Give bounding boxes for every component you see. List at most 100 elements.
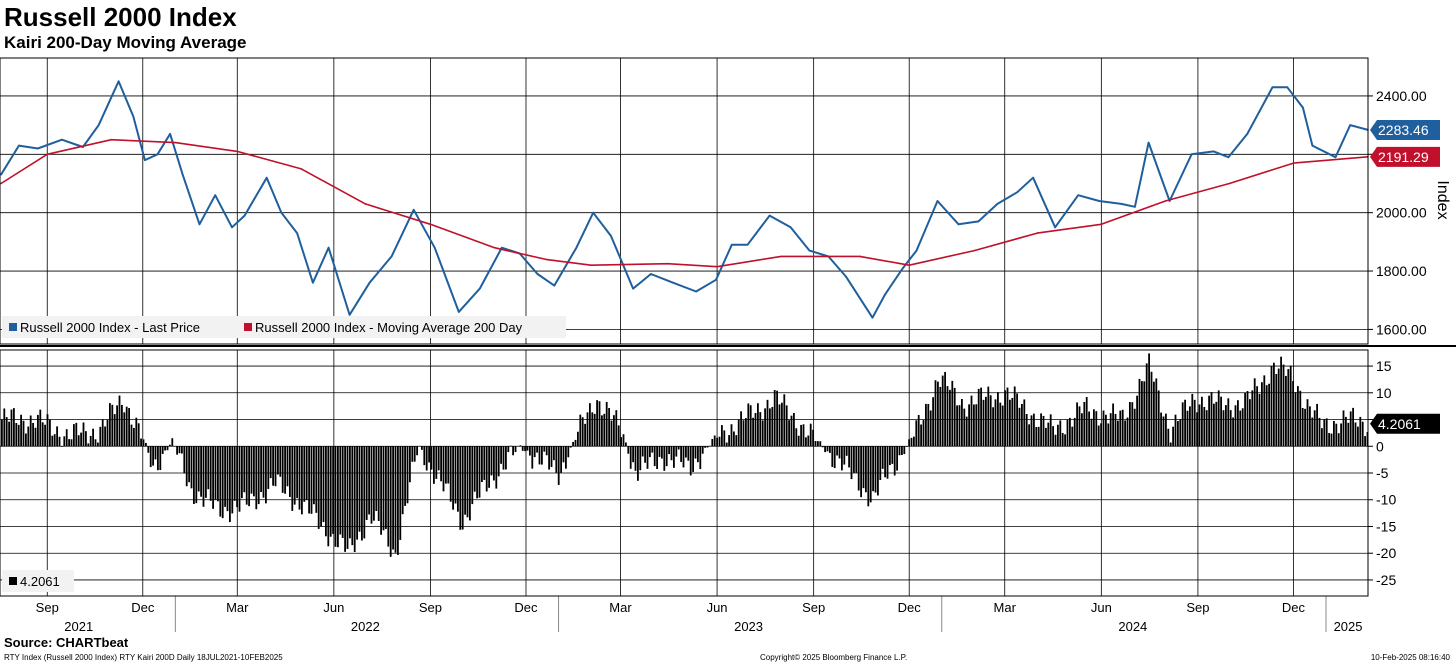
price-y-axis-title: Index bbox=[1434, 180, 1451, 219]
kairi-bar bbox=[1138, 378, 1141, 447]
ma200-point bbox=[110, 138, 113, 141]
kairi-bar bbox=[382, 446, 385, 531]
price-point bbox=[368, 281, 371, 284]
kairi-bar bbox=[495, 446, 498, 489]
kairi-bar bbox=[173, 445, 176, 447]
kairi-bar bbox=[1153, 381, 1155, 447]
price-point bbox=[231, 226, 233, 229]
kairi-bar bbox=[1172, 426, 1174, 447]
kairi-bar bbox=[29, 415, 32, 447]
kairi-bar bbox=[1121, 409, 1124, 447]
kairi-bar bbox=[152, 446, 154, 466]
kairi-ytick-label: -10 bbox=[1376, 492, 1396, 508]
kairi-bar bbox=[730, 424, 733, 447]
kairi-bar bbox=[737, 419, 740, 447]
kairi-bar bbox=[253, 446, 255, 497]
price-point bbox=[1212, 150, 1215, 153]
kairi-bar bbox=[380, 446, 382, 535]
kairi-bar bbox=[805, 437, 807, 447]
kairi-bar bbox=[488, 446, 490, 488]
kairi-bar bbox=[1330, 433, 1333, 447]
kairi-bar bbox=[910, 437, 913, 447]
kairi-bar bbox=[1340, 423, 1342, 447]
ma200-point bbox=[590, 264, 592, 267]
kairi-bar bbox=[188, 446, 190, 483]
kairi-bar bbox=[1234, 405, 1237, 447]
kairi-bar bbox=[1112, 403, 1114, 447]
kairi-bar bbox=[877, 446, 879, 496]
kairi-bar bbox=[277, 446, 279, 475]
kairi-bar bbox=[620, 437, 622, 447]
price-point bbox=[390, 255, 393, 258]
kairi-bar bbox=[1213, 403, 1215, 447]
kairi-bar bbox=[665, 446, 668, 467]
kairi-bar bbox=[425, 446, 428, 471]
kairi-bar bbox=[269, 446, 272, 479]
price-point bbox=[478, 287, 481, 290]
kairi-bar bbox=[1025, 413, 1028, 447]
kairi-bar bbox=[1273, 362, 1275, 447]
kairi-bar bbox=[473, 446, 476, 492]
kairi-bar bbox=[903, 446, 906, 455]
kairi-bar bbox=[116, 405, 118, 447]
kairi-bar bbox=[747, 403, 750, 447]
kairi-bar bbox=[20, 414, 22, 447]
kairi-bar bbox=[1076, 402, 1078, 447]
kairi-bar bbox=[435, 446, 438, 479]
kairi-bar bbox=[929, 410, 932, 447]
kairi-bar bbox=[778, 404, 781, 447]
kairi-bar bbox=[334, 446, 337, 547]
kairi-bar bbox=[845, 446, 848, 456]
kairi-bar bbox=[101, 419, 104, 447]
kairi-bar bbox=[1052, 426, 1054, 447]
kairi-bar bbox=[567, 446, 570, 458]
kairi-bar bbox=[85, 431, 87, 447]
kairi-bar bbox=[248, 446, 250, 507]
kairi-bar bbox=[1066, 419, 1069, 447]
kairi-bar bbox=[505, 446, 507, 470]
kairi-bar bbox=[1095, 411, 1098, 447]
kairi-bar bbox=[1085, 397, 1088, 447]
kairi-bar bbox=[740, 411, 742, 447]
x-month-label: Mar bbox=[609, 600, 632, 615]
kairi-bar bbox=[87, 443, 90, 447]
kairi-bar bbox=[37, 414, 39, 447]
kairi-bar bbox=[1198, 404, 1201, 447]
kairi-bar bbox=[1203, 407, 1206, 447]
kairi-bar bbox=[507, 446, 510, 453]
kairi-bar bbox=[802, 424, 805, 447]
legend-kairi-label: 4.2061 bbox=[20, 574, 60, 589]
price-point bbox=[457, 311, 460, 313]
kairi-bar bbox=[447, 446, 450, 484]
kairi-bar bbox=[653, 446, 656, 467]
kairi-bar bbox=[951, 380, 954, 447]
kairi-bar bbox=[385, 446, 387, 529]
kairi-bar bbox=[893, 446, 896, 476]
kairi-bar bbox=[416, 446, 418, 456]
kairi-bar bbox=[646, 446, 649, 469]
kairi-bar bbox=[1227, 398, 1230, 447]
x-year-label: 2024 bbox=[1118, 619, 1147, 632]
kairi-bar bbox=[591, 412, 594, 447]
kairi-bar bbox=[301, 446, 303, 515]
kairi-bar bbox=[509, 445, 512, 447]
kairi-bar bbox=[1028, 424, 1030, 447]
kairi-bar bbox=[1232, 417, 1234, 447]
kairi-bar bbox=[862, 446, 865, 489]
kairi-bar bbox=[687, 446, 690, 461]
ma200-point bbox=[545, 258, 547, 261]
kairi-bar bbox=[212, 446, 214, 509]
kairi-bar bbox=[327, 446, 330, 547]
kairi-bar bbox=[58, 436, 61, 447]
kairi-bar bbox=[1160, 412, 1162, 447]
kairi-bar bbox=[281, 446, 284, 493]
kairi-bar bbox=[65, 429, 68, 447]
kairi-bar bbox=[562, 446, 565, 463]
kairi-bar bbox=[1251, 390, 1254, 447]
kairi-bar bbox=[1124, 420, 1126, 447]
kairi-bar bbox=[776, 390, 778, 447]
kairi-bar bbox=[428, 446, 430, 463]
kairi-bar bbox=[1119, 410, 1122, 447]
kairi-bar bbox=[754, 413, 757, 447]
source-note: Source: CHARTbeat bbox=[4, 635, 129, 650]
